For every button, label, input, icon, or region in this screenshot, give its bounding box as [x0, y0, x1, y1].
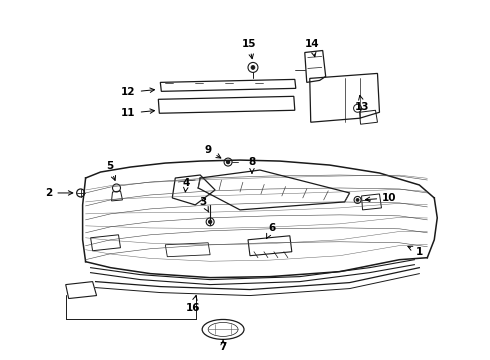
Text: 11: 11: [121, 108, 154, 118]
Text: 8: 8: [248, 157, 256, 173]
Text: 14: 14: [304, 39, 319, 57]
Text: 9: 9: [205, 145, 221, 158]
Text: 13: 13: [355, 95, 370, 112]
Text: 15: 15: [242, 39, 256, 59]
Circle shape: [251, 66, 255, 69]
Text: 10: 10: [366, 193, 397, 203]
Text: 6: 6: [267, 223, 275, 238]
Text: 1: 1: [408, 246, 423, 257]
Text: 12: 12: [121, 87, 154, 97]
Text: 2: 2: [45, 188, 73, 198]
Circle shape: [226, 161, 229, 163]
Circle shape: [356, 199, 359, 201]
Text: 5: 5: [106, 161, 116, 180]
Text: 7: 7: [220, 339, 227, 352]
Circle shape: [209, 220, 212, 223]
Text: 4: 4: [183, 178, 190, 192]
Text: 3: 3: [199, 197, 209, 212]
Text: 16: 16: [186, 296, 200, 312]
